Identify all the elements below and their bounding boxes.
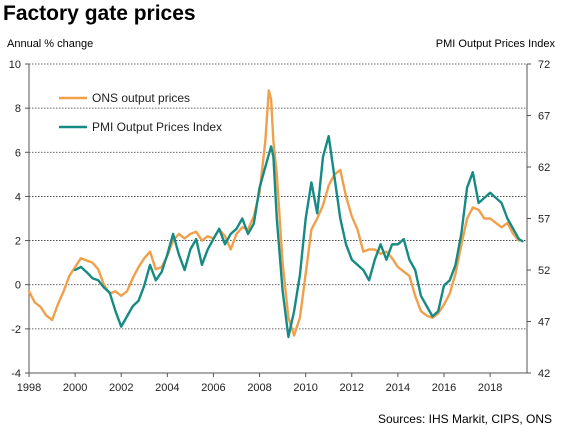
x-tick-label: 2012 [340,382,364,394]
y-axis-left-label: Annual % change [7,38,94,50]
x-tick-label: 2000 [63,382,87,394]
legend-label: PMI Output Prices Index [92,120,222,134]
y-tick-label-left: 8 [15,103,21,115]
y-tick-label-left: 2 [15,236,21,248]
x-tick-label: 2018 [478,382,502,394]
x-tick-label: 2008 [247,382,271,394]
y-tick-label-left: 4 [15,191,21,203]
x-tick-label: 2010 [293,382,317,394]
y-tick-label-right: 62 [538,162,550,174]
legend-label: ONS output prices [92,91,190,105]
y-tick-label-right: 47 [538,317,550,329]
y-tick-label-left: 0 [15,280,21,292]
y-tick-label-left: -4 [11,368,21,380]
x-tick-label: 1998 [17,382,41,394]
y-tick-label-right: 52 [538,265,550,277]
x-tick-label: 2006 [201,382,225,394]
y-tick-label-right: 57 [538,214,550,226]
source-note: Sources: IHS Markit, CIPS, ONS [377,412,552,426]
y-axis-right-label: PMI Output Prices Index [435,38,555,50]
y-tick-label-left: -2 [11,324,21,336]
x-tick-label: 2016 [432,382,456,394]
y-tick-label-right: 72 [538,59,550,71]
y-tick-label-right: 67 [538,111,550,123]
series-line-pmi-output-prices-index [73,134,524,339]
series-line-ons-output-prices [27,89,521,337]
x-tick-label: 2004 [155,382,179,394]
y-tick-label-left: 10 [9,59,21,71]
y-tick-label-right: 42 [538,368,550,380]
x-tick-label: 2014 [386,382,410,394]
x-tick-label: 2002 [109,382,133,394]
y-tick-label-left: 6 [15,147,21,159]
chart-title: Factory gate prices [3,2,196,25]
